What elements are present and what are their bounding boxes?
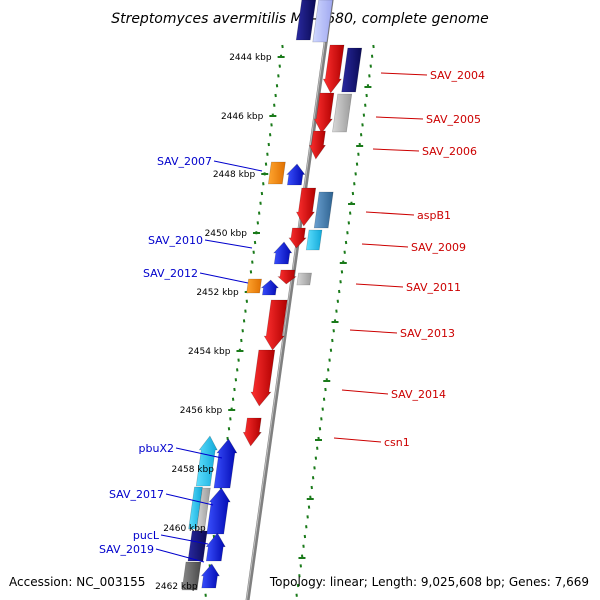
gene-label-SAV_2011: SAV_2011 bbox=[406, 281, 461, 294]
genome-backbone bbox=[245, 0, 334, 600]
gene-label-SAV_2010: SAV_2010 bbox=[148, 234, 203, 247]
label-leader bbox=[213, 160, 263, 172]
label-leader bbox=[372, 148, 420, 152]
gene-block bbox=[288, 227, 307, 249]
label-leader bbox=[155, 548, 205, 563]
label-leader bbox=[341, 389, 389, 395]
gene-block bbox=[205, 532, 226, 562]
gene-label-SAV_2017: SAV_2017 bbox=[109, 488, 164, 501]
gene-label-SAV_2014: SAV_2014 bbox=[391, 388, 446, 401]
ruler-label: 2444 kbp bbox=[229, 53, 272, 63]
label-leaders bbox=[155, 72, 428, 563]
label-leader bbox=[160, 534, 209, 545]
gene-block bbox=[277, 269, 297, 285]
ruler-label: 2452 kbp bbox=[196, 288, 239, 298]
label-leader bbox=[355, 283, 404, 288]
gene-label-pucL: pucL bbox=[133, 529, 160, 542]
gene-block bbox=[313, 92, 335, 134]
gene-block bbox=[305, 229, 323, 251]
label-leader bbox=[365, 211, 415, 216]
gene-block bbox=[295, 0, 317, 41]
gene-label-SAV_2007: SAV_2007 bbox=[157, 155, 212, 168]
gene-label-SAV_2012: SAV_2012 bbox=[143, 267, 198, 280]
gene-label-pbuX2: pbuX2 bbox=[139, 442, 174, 455]
gene-block bbox=[273, 241, 293, 265]
accession-text: Accession: NC_003155 bbox=[9, 575, 146, 589]
gene-block bbox=[242, 417, 262, 447]
gene-block bbox=[296, 272, 312, 286]
label-leader bbox=[375, 116, 424, 120]
gene-block bbox=[200, 563, 220, 589]
ruler-label: 2460 kbp bbox=[163, 524, 206, 534]
label-leader bbox=[204, 239, 253, 249]
gene-block bbox=[312, 0, 333, 43]
gene-block bbox=[196, 487, 211, 531]
gene-features bbox=[181, 0, 363, 591]
gene-label-SAV_2006: SAV_2006 bbox=[422, 145, 477, 158]
backbone-line bbox=[245, 0, 334, 600]
gene-label-SAV_2005: SAV_2005 bbox=[426, 113, 481, 126]
gene-block bbox=[267, 161, 286, 185]
gene-block bbox=[213, 438, 238, 489]
gene-block bbox=[341, 47, 363, 93]
gene-block bbox=[181, 561, 202, 591]
gene-block bbox=[263, 299, 288, 351]
gene-labels: SAV_2004 SAV_2005 SAV_2006 aspB1 SAV_2009 SAV… bbox=[99, 69, 485, 556]
gene-block bbox=[195, 435, 218, 487]
gene-label-SAV_2013: SAV_2013 bbox=[400, 327, 455, 340]
gene-block bbox=[322, 44, 345, 94]
label-leader bbox=[361, 243, 409, 248]
gene-block bbox=[332, 93, 353, 133]
gene-block bbox=[286, 163, 306, 186]
gene-block bbox=[313, 191, 334, 229]
label-leader bbox=[175, 447, 223, 459]
label-leader bbox=[199, 272, 249, 284]
gene-block bbox=[246, 278, 262, 294]
label-leader bbox=[333, 437, 382, 443]
label-leader bbox=[349, 329, 398, 334]
gene-block bbox=[295, 187, 317, 227]
label-leader bbox=[380, 72, 428, 76]
gene-block bbox=[250, 349, 276, 407]
ruler-label: 2462 kbp bbox=[155, 582, 198, 592]
ruler-label: 2456 kbp bbox=[180, 406, 223, 416]
backbone-highlight bbox=[246, 0, 332, 600]
gene-label-SAV_2009: SAV_2009 bbox=[411, 241, 466, 254]
ruler-label: 2454 kbp bbox=[188, 347, 231, 357]
gene-label-SAV_2004: SAV_2004 bbox=[430, 69, 485, 82]
ruler-label: 2448 kbp bbox=[213, 170, 256, 180]
ruler-labels: 2444 kbp 2446 kbp 2448 kbp 2450 kbp 2452 kbp… bbox=[155, 53, 272, 592]
ruler-label: 2450 kbp bbox=[205, 229, 248, 239]
gene-block bbox=[188, 486, 203, 530]
gene-label-csn1: csn1 bbox=[384, 436, 410, 449]
genome-summary-text: Topology: linear; Length: 9,025,608 bp; … bbox=[269, 575, 589, 589]
gene-block bbox=[187, 530, 208, 562]
gene-label-SAV_2019: SAV_2019 bbox=[99, 543, 154, 556]
gene-block bbox=[260, 279, 280, 296]
gene-block bbox=[308, 130, 327, 160]
gene-block bbox=[206, 487, 231, 535]
label-leader bbox=[165, 493, 214, 506]
gene-label-aspB1: aspB1 bbox=[417, 209, 451, 222]
ruler-ticks bbox=[203, 44, 375, 597]
ruler-label: 2446 kbp bbox=[221, 112, 264, 122]
ruler-label: 2458 kbp bbox=[172, 465, 215, 475]
